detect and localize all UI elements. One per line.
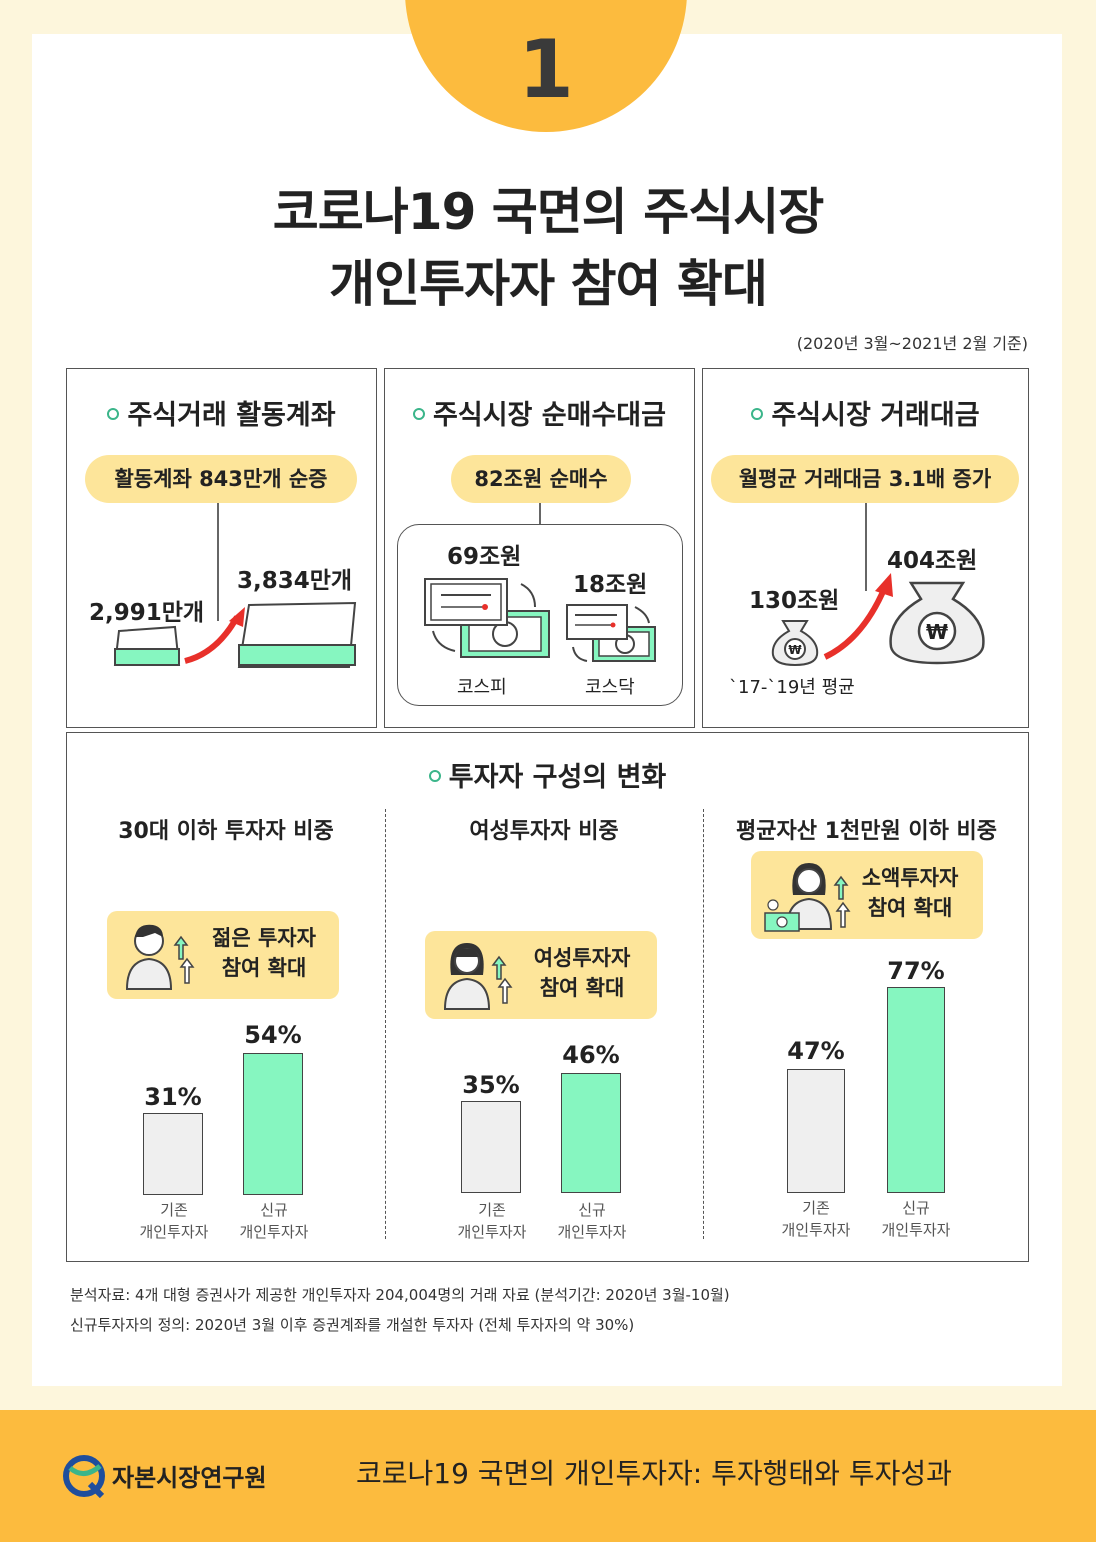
young-old-label: 기존 개인투자자 [139, 1201, 209, 1241]
young-investor-icon [125, 924, 195, 990]
kospi-certificate-icon [424, 578, 550, 658]
report-title: 코로나19 국면의 개인투자자: 투자행태와 투자성과 [356, 1457, 952, 1490]
trading-value-pill: 월평균 거래대금 3.1배 증가 [711, 455, 1019, 503]
composition-panel: 투자자 구성의 변화 30대 이하 투자자 비중 젊은 투자자 참여 확대 31… [66, 732, 1029, 1262]
divider-1 [385, 809, 386, 1239]
title-line-2: 개인투자자 참여 확대 [329, 255, 768, 313]
small-bag-currency: ₩ [788, 643, 802, 657]
account-card-icons [113, 601, 357, 668]
small-old-pct: 47% [787, 1037, 845, 1065]
money-bag-icons: ₩ ₩ [771, 573, 985, 667]
small-old-label: 기존 개인투자자 [781, 1199, 851, 1239]
female-investor-bubble-text: 여성투자자 참여 확대 [533, 946, 631, 1000]
large-money-bag-icon: ₩ [889, 581, 985, 665]
page-title: 코로나19 국면의 주식시장 개인투자자 참여 확대 [0, 176, 1096, 320]
young-investor-bubble-text: 젊은 투자자 참여 확대 [212, 926, 316, 980]
composition-panel-title: 투자자 구성의 변화 [67, 755, 1028, 794]
small-investor-bubble-text: 소액투자자 참여 확대 [861, 866, 959, 920]
small-old-bar [787, 1069, 845, 1193]
young-new-pct: 54% [244, 1021, 302, 1049]
small-new-pct: 77% [887, 957, 945, 985]
kospi-value: 69조원 [447, 544, 522, 570]
stock-cash-exchange-icons [424, 578, 656, 662]
trading-before: 130조원 [749, 588, 840, 614]
accounts-panel: 주식거래 활동계좌 활동계좌 843만개 순증 2,991만개 3,834만개 [66, 368, 377, 728]
net-buying-panel: 주식시장 순매수대금 82조원 순매수 69조원 18조원 코스피 코스닥 [384, 368, 695, 728]
bullet-icon [428, 769, 441, 782]
accounts-panel-title: 주식거래 활동계좌 [67, 393, 376, 432]
accounts-pill: 활동계좌 843만개 순증 [85, 455, 357, 503]
small-investor-subtitle: 평균자산 1천만원 이하 비중 [736, 819, 997, 844]
large-bag-currency: ₩ [926, 620, 948, 644]
female-investor-subtitle: 여성투자자 비중 [469, 819, 619, 844]
trading-value-panel-title: 주식시장 거래대금 [703, 393, 1028, 432]
connector-line [217, 503, 219, 621]
female-investor-icon [443, 943, 513, 1010]
bullet-icon [413, 407, 426, 420]
footer-bar [0, 1410, 1096, 1542]
period-note: (2020년 3월~2021년 2월 기준) [796, 334, 1028, 353]
divider-2 [703, 809, 704, 1239]
org-name: 자본시장연구원 [112, 1464, 267, 1492]
connector-line [865, 503, 867, 591]
accounts-after: 3,834만개 [237, 568, 353, 594]
small-new-bar [887, 987, 945, 1193]
kosdaq-label: 코스닥 [585, 677, 635, 698]
net-buying-pill: 82조원 순매수 [451, 455, 631, 503]
young-old-pct: 31% [144, 1083, 202, 1111]
bullet-icon [107, 407, 120, 420]
section-number: 1 [518, 23, 574, 116]
org-logo-icon [63, 1455, 105, 1498]
female-new-label: 신규 개인투자자 [557, 1201, 627, 1241]
female-new-pct: 46% [562, 1041, 620, 1069]
trading-before-label: `17-`19년 평균 [729, 677, 855, 698]
young-new-label: 신규 개인투자자 [239, 1201, 309, 1241]
small-card-icon [113, 625, 181, 666]
female-new-bar [561, 1073, 621, 1193]
small-investor-icon [764, 863, 851, 932]
title-line-1: 코로나19 국면의 주식시장 [272, 183, 824, 241]
kosdaq-value: 18조원 [573, 572, 648, 598]
kosdaq-certificate-icon [566, 604, 656, 662]
small-new-label: 신규 개인투자자 [881, 1199, 951, 1239]
young-old-bar [143, 1113, 203, 1195]
trading-after: 404조원 [887, 548, 978, 574]
female-old-bar [461, 1101, 521, 1193]
young-new-bar [243, 1053, 303, 1195]
female-old-pct: 35% [462, 1071, 520, 1099]
large-card-icon [237, 601, 357, 668]
source-note: 분석자료: 4개 대형 증권사가 제공한 개인투자자 204,004명의 거래 … [70, 1286, 730, 1304]
bullet-icon [751, 407, 764, 420]
female-old-label: 기존 개인투자자 [457, 1201, 527, 1241]
kospi-label: 코스피 [457, 677, 507, 698]
connector-line [539, 503, 541, 525]
definition-note: 신규투자자의 정의: 2020년 3월 이후 증권계좌를 개설한 투자자 (전체… [70, 1316, 635, 1334]
net-buying-panel-title: 주식시장 순매수대금 [385, 393, 694, 432]
growth-arrow-icon [823, 585, 888, 660]
growth-arrow-icon [184, 615, 240, 664]
small-money-bag-icon: ₩ [771, 620, 819, 667]
trading-value-panel: 주식시장 거래대금 월평균 거래대금 3.1배 증가 130조원 404조원 `… [702, 368, 1029, 728]
accounts-before: 2,991만개 [89, 600, 205, 626]
young-investor-subtitle: 30대 이하 투자자 비중 [118, 819, 334, 844]
